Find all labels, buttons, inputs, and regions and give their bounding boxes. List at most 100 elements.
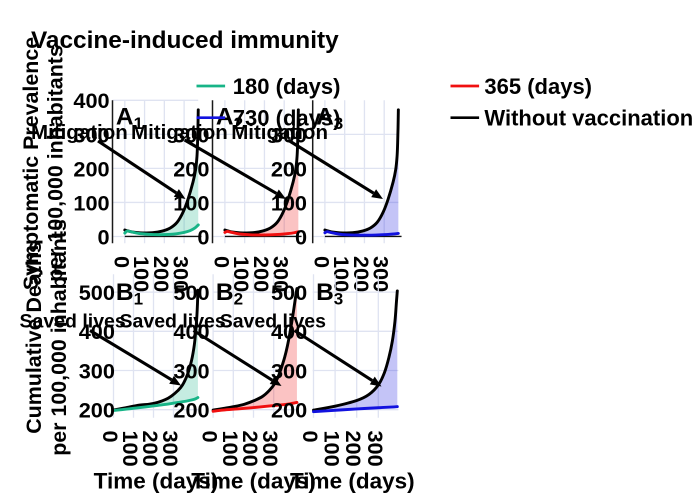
y-tick-label-200: 200 (73, 156, 109, 181)
grid-A3 (312, 100, 399, 244)
annotation-arrow-A2 (183, 138, 278, 195)
y-tick-label-400: 400 (73, 88, 109, 113)
x-tick-label-100: 100 (320, 431, 345, 467)
x-tick-label-200: 200 (341, 431, 366, 467)
legend-label: 730 (days) (233, 106, 341, 131)
x-tick-label-200: 200 (238, 431, 263, 467)
curve-without-vaccination (323, 108, 400, 235)
x-tick-label-0: 0 (98, 431, 123, 443)
annotation-text-A3: Mitigation (231, 121, 328, 144)
curve-without-vaccination (312, 289, 399, 412)
fill-area-A3 (324, 109, 399, 236)
y-tick-label-300: 300 (271, 358, 307, 383)
legend: 180 (days) 730 (days) 365 (days) Without va… (196, 74, 693, 131)
curve-vaccinated (211, 401, 299, 413)
curve-vaccinated (223, 229, 300, 237)
legend-entry-365-days-: 365 (days) (450, 74, 592, 99)
panels-layer: 01002003004000100200300A1010020030001002… (73, 88, 414, 493)
curve-vaccinated (323, 230, 400, 237)
curve-vaccinated (312, 405, 399, 414)
annotation-arrowhead-B2 (269, 376, 282, 386)
fill-area-B1 (113, 290, 198, 411)
y-tick-label-200: 200 (271, 156, 307, 181)
curve-without-vaccination (112, 288, 200, 412)
x-tick-label-300: 300 (169, 256, 194, 292)
curve-vaccinated (112, 396, 200, 412)
panel-label-B3: B3 (316, 279, 343, 309)
x-axis-label-2: Time (days) (191, 469, 316, 494)
x-tick-label-300: 300 (363, 431, 388, 467)
y-tick-label-0: 0 (295, 224, 307, 249)
legend-entry-without-vaccination: Without vaccination (450, 106, 693, 131)
y-axis-label-A-line1: Symptomatic Prevalence (19, 37, 43, 290)
x-axis-label-3: Time (days) (290, 469, 415, 494)
annotation-arrowhead-A2 (274, 189, 286, 199)
annotation-arrowhead-B3 (369, 376, 382, 387)
x-tick-label-300: 300 (369, 256, 394, 292)
panel-label-A1: A1 (116, 103, 143, 132)
y-axis-label-row-B: Cumulative Deaths per 100,000 inhabitants (22, 219, 71, 456)
legend-entry-180-days-: 180 (days) (196, 74, 340, 99)
y-axis-label-B-line1: Cumulative Deaths (22, 241, 46, 434)
fill-area-B3 (313, 290, 398, 412)
annotation-arrowhead-A3 (371, 189, 383, 199)
x-tick-label-300: 300 (269, 256, 294, 292)
x-tick-label-0: 0 (309, 256, 334, 268)
annotation-arrow-B1 (89, 329, 173, 382)
y-tick-label-500: 500 (79, 280, 115, 305)
legend-entry-730-days-: 730 (days) (196, 106, 341, 131)
x-tick-label-300: 300 (158, 431, 183, 467)
curve-without-vaccination (211, 287, 299, 412)
fill-area-A1 (124, 109, 199, 235)
y-tick-label-400: 400 (79, 319, 115, 344)
y-tick-label-200: 200 (173, 156, 209, 181)
annotation-arrowhead-B1 (169, 375, 181, 386)
panel-label-A3: A3 (316, 103, 343, 132)
y-axis-label-A-line2: per 100,000 inhabitants (44, 45, 68, 282)
y-tick-label-400: 400 (173, 319, 209, 344)
y-axis-label-B-line2: per 100,000 inhabitants (47, 219, 71, 456)
figure-title: Vaccine-induced immunity (31, 27, 339, 54)
y-tick-label-200: 200 (173, 398, 209, 423)
y-tick-label-300: 300 (271, 122, 307, 147)
annotation-text-B1: Saved lives (20, 311, 126, 333)
panel-label-B2: B2 (216, 279, 243, 309)
x-tick-label-100: 100 (329, 256, 354, 292)
annotation-arrow-B3 (293, 329, 374, 382)
y-tick-label-0: 0 (98, 224, 110, 249)
annotation-arrow-B2 (192, 329, 274, 382)
annotation-text-B2: Saved lives (120, 311, 226, 333)
y-tick-label-200: 200 (79, 398, 115, 423)
annotation-text-B3: Saved lives (220, 311, 326, 333)
fill-area-A2 (224, 109, 299, 235)
legend-label: 365 (days) (484, 74, 592, 99)
y-tick-label-200: 200 (271, 398, 307, 423)
x-tick-label-0: 0 (209, 256, 234, 268)
annotation-arrow-A3 (287, 138, 375, 195)
y-tick-label-400: 400 (271, 319, 307, 344)
y-tick-label-0: 0 (197, 224, 209, 249)
x-tick-label-200: 200 (349, 256, 374, 292)
x-tick-label-0: 0 (298, 431, 323, 443)
panel-label-B1: B1 (116, 279, 143, 309)
axis-labels-layer: Symptomatic Prevalence per 100,000 inhabi… (19, 37, 71, 456)
annotation-text-A2: Mitigation (131, 121, 228, 144)
grid-A2 (212, 100, 299, 244)
curve-vaccinated (123, 223, 200, 237)
x-tick-label-100: 100 (118, 431, 143, 467)
y-tick-label-500: 500 (173, 280, 209, 305)
y-tick-label-500: 500 (271, 280, 307, 305)
annotation-text-A1: Mitigation (31, 121, 128, 144)
y-axis-label-row-A: Symptomatic Prevalence per 100,000 inhabi… (19, 37, 68, 290)
fill-area-B2 (213, 288, 297, 412)
annotation-arrow-A1 (97, 139, 178, 195)
x-tick-label-100: 100 (218, 431, 243, 467)
x-tick-label-300: 300 (258, 431, 283, 467)
